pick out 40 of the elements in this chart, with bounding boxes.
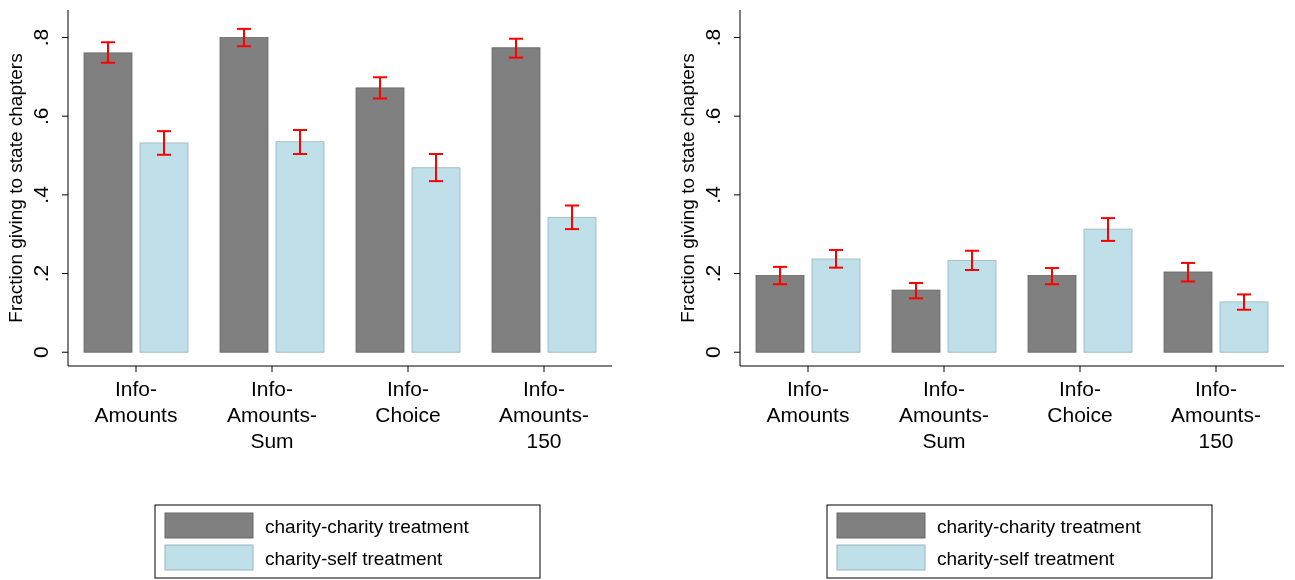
bar [219, 37, 269, 353]
legend-label: charity-charity treatment [937, 516, 1142, 537]
x-tick-label: Info-Amounts [766, 377, 850, 426]
bar [139, 142, 189, 353]
x-tick-label: Info-Choice [375, 377, 441, 426]
bar [947, 260, 997, 353]
bar [411, 167, 461, 353]
y-tick-label: .2 [701, 264, 724, 283]
bar [1027, 275, 1077, 353]
y-tick-label: .8 [29, 28, 52, 47]
bar [1083, 228, 1133, 353]
y-axis-title: Fraction giving to state chapters [5, 53, 26, 323]
bar [355, 87, 405, 353]
bar [1219, 301, 1269, 353]
y-tick-label: .6 [701, 107, 724, 125]
bar [755, 275, 805, 353]
x-tick-label: Info-Amounts-150 [499, 377, 589, 452]
x-tick-label: Info-Choice [1047, 377, 1113, 426]
y-tick-label: .4 [701, 185, 724, 204]
x-tick-label: Info-Amounts-150 [1171, 377, 1261, 452]
bar [1163, 271, 1213, 353]
bar [891, 289, 941, 353]
bar [547, 216, 597, 353]
y-tick-label: .8 [701, 28, 724, 47]
bar [811, 258, 861, 353]
x-tick-label: Info-Amounts-Sum [227, 377, 317, 452]
y-tick-label: 0 [701, 346, 724, 359]
y-tick-label: .2 [29, 264, 52, 283]
bar [491, 47, 541, 353]
y-tick-label: .4 [29, 185, 52, 204]
y-axis-title: Fraction giving to state chapters [677, 53, 698, 323]
x-tick-label: Info-Amounts-Sum [899, 377, 989, 452]
bar [83, 52, 133, 353]
bar [275, 141, 325, 353]
legend-label: charity-self treatment [265, 548, 444, 569]
y-tick-label: .6 [29, 107, 52, 125]
legend-label: charity-self treatment [937, 548, 1116, 569]
x-tick-label: Info-Amounts [94, 377, 178, 426]
y-tick-label: 0 [29, 346, 52, 359]
legend-label: charity-charity treatment [265, 516, 470, 537]
